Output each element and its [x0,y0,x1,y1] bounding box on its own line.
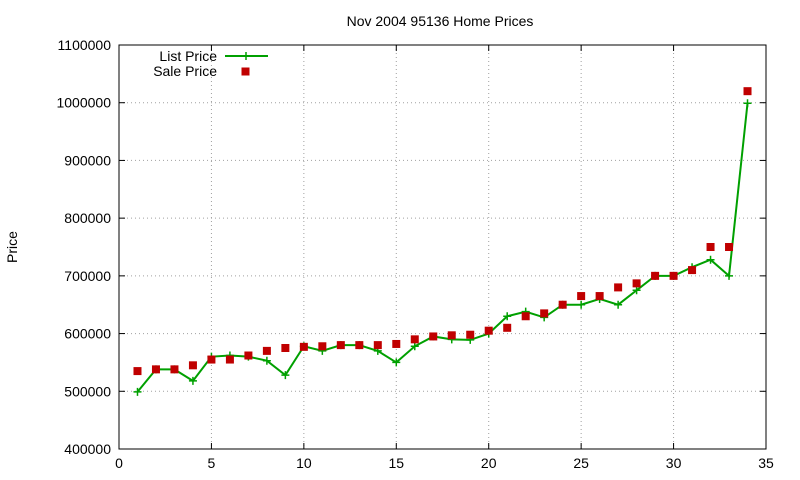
sale-price-point [632,279,641,288]
x-tick-label: 30 [666,455,682,471]
legend-marker-list-price [242,52,250,60]
chart-title: Nov 2004 95136 Home Prices [347,13,534,29]
list-price-point [133,387,142,396]
sale-price-point [688,266,697,275]
sale-price-point [706,243,715,251]
y-tick-label: 600000 [64,326,111,342]
sale-price-point [725,243,734,251]
sale-price-point [336,341,345,350]
sale-price-point [577,292,586,301]
list-price-point [392,358,401,367]
sale-price-point [373,341,382,350]
x-tick-label: 5 [208,455,216,471]
grid-lines [119,45,766,449]
y-tick-label: 500000 [64,383,111,399]
sale-price-point [188,361,197,370]
legend-marker-sale-price [241,67,250,76]
list-price-point [577,300,586,309]
x-tick-label: 0 [115,455,123,471]
sale-price-point [281,344,290,352]
sale-price-point [225,355,234,364]
sale-price-point [669,271,678,280]
series-line-list-price [136,103,749,393]
y-tick-label: 1100000 [58,37,112,53]
sale-price-point [614,283,623,292]
y-tick-label: 1000000 [56,95,111,111]
sale-price-point [355,341,364,350]
sale-price-point [484,326,493,335]
sale-price-point [743,87,752,96]
list-price-point [503,312,512,321]
y-tick-label: 700000 [64,268,111,284]
list-price-point [725,271,734,280]
x-tick-label: 15 [388,455,404,471]
x-tick-label: 10 [296,455,312,471]
list-price-point [188,376,197,385]
y-tick-label: 400000 [64,441,111,457]
list-price-point [632,286,641,295]
legend: List Price Sale Price [153,48,268,79]
legend-label-sale-price: Sale Price [153,63,217,79]
list-price-point [410,342,419,351]
x-tick-label: 20 [481,455,497,471]
sale-price-point [595,292,604,301]
list-price-point [706,255,715,264]
sale-price-point [410,335,419,344]
sale-price-point [503,323,512,332]
sale-price-point [651,271,660,280]
y-axis-label: Price [4,231,20,263]
sale-price-point [151,365,160,374]
sale-price-point [392,339,401,348]
legend-plus-glyph [242,52,250,60]
x-tick-label: 25 [573,455,589,471]
sale-price-point [558,300,567,309]
x-tick-label: 35 [758,455,774,471]
sale-price-point [207,355,216,364]
sale-price-point [133,367,142,376]
sale-price-point [262,346,271,355]
list-price-point [262,356,271,365]
sale-price-point [429,332,438,341]
sale-price-point [170,365,179,374]
y-axis-ticks: 400000 500000 600000 700000 800000 900000 1000… [56,37,766,457]
y-tick-label: 900000 [64,152,111,168]
sale-price-point [521,312,530,321]
plot-frame [118,44,767,450]
list-price-point [614,300,623,309]
x-axis-ticks: 0 5 10 15 20 25 30 35 [115,45,774,471]
sale-price-point [540,309,549,318]
sale-price-point [244,351,253,360]
sale-price-point [318,342,327,351]
list-price-point [743,99,752,108]
legend-label-list-price: List Price [159,48,217,64]
y-tick-label: 800000 [64,210,111,226]
sale-price-point [299,342,308,351]
sale-price-point [466,330,475,339]
list-price-point [281,371,290,380]
sale-price-point [447,331,456,340]
series-layer [133,87,752,396]
